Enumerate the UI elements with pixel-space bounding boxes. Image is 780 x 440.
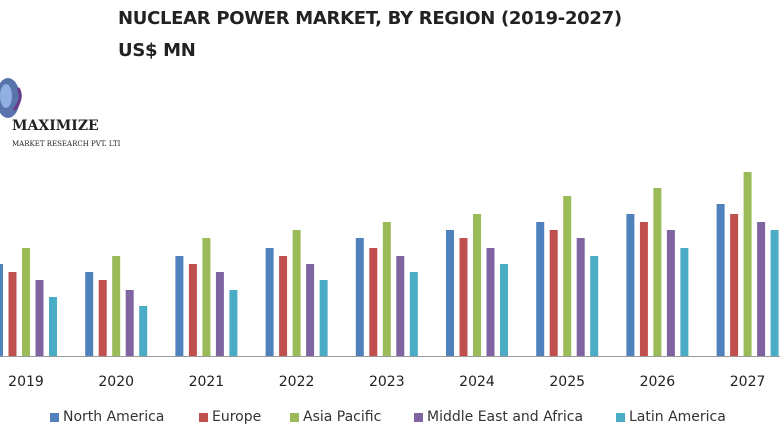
legend-item: North America xyxy=(50,409,164,425)
bar-asia-pacific-2027 xyxy=(743,172,752,356)
legend-item: Europe xyxy=(199,409,261,425)
bar-europe-2021 xyxy=(188,264,197,356)
chart-subtitle: US$ MN xyxy=(118,40,196,61)
bar-europe-2026 xyxy=(639,222,648,356)
bar-north-america-2026 xyxy=(626,214,635,356)
bar-latin-america-2021 xyxy=(229,290,238,356)
svg-text:MARKET RESEARCH PVT. LTD.: MARKET RESEARCH PVT. LTD. xyxy=(12,140,120,148)
legend-item: Asia Pacific xyxy=(290,409,381,425)
bar-europe-2019 xyxy=(8,272,17,356)
x-tick-label: 2024 xyxy=(459,374,495,390)
bar-asia-pacific-2019 xyxy=(22,248,30,356)
bar-europe-2023 xyxy=(369,248,378,356)
legend-label: Europe xyxy=(212,409,262,425)
x-tick-label: 2022 xyxy=(279,374,315,390)
bar-middle-east-and-africa-2019 xyxy=(35,280,44,356)
x-tick-label: 2021 xyxy=(189,374,225,390)
legend-swatch xyxy=(50,412,59,422)
maximize-logo: MAXIMIZE MARKET RESEARCH PVT. LTD. xyxy=(0,78,120,148)
bar-middle-east-and-africa-2027 xyxy=(757,222,766,356)
legend-label: North America xyxy=(63,409,165,425)
bar-europe-2022 xyxy=(279,256,288,356)
bar-asia-pacific-2024 xyxy=(473,214,481,356)
bar-asia-pacific-2026 xyxy=(653,188,662,356)
bar-north-america-2024 xyxy=(446,230,454,356)
bar-middle-east-and-africa-2026 xyxy=(666,230,675,356)
legend-label: Middle East and Africa xyxy=(427,409,584,425)
bar-latin-america-2025 xyxy=(590,256,599,356)
bar-north-america-2019 xyxy=(0,264,3,356)
legend-item: Latin America xyxy=(616,409,726,425)
bar-middle-east-and-africa-2022 xyxy=(306,264,315,356)
bar-latin-america-2027 xyxy=(770,230,779,356)
x-tick-label: 2027 xyxy=(730,374,766,390)
bar-latin-america-2026 xyxy=(680,248,689,356)
legend-swatch xyxy=(616,412,625,422)
bar-latin-america-2020 xyxy=(139,306,148,356)
bar-latin-america-2019 xyxy=(49,297,57,356)
bar-latin-america-2024 xyxy=(500,264,508,356)
bar-north-america-2022 xyxy=(265,248,274,356)
legend-swatch xyxy=(199,412,208,422)
legend-item: Middle East and Africa xyxy=(414,409,583,425)
bar-asia-pacific-2023 xyxy=(382,222,391,356)
bar-north-america-2027 xyxy=(716,204,725,356)
bar-chart: 2019 2020 2021 2022 2023 2024 2025 2026 2027 xyxy=(0,172,780,390)
bar-latin-america-2022 xyxy=(319,280,328,356)
legend-swatch xyxy=(414,412,423,422)
bar-europe-2020 xyxy=(98,280,107,356)
bar-asia-pacific-2020 xyxy=(112,256,121,356)
bar-europe-2027 xyxy=(730,214,739,356)
x-tick-label: 2025 xyxy=(549,374,585,390)
x-tick-label: 2019 xyxy=(8,374,44,390)
legend-swatch xyxy=(290,412,299,422)
bar-middle-east-and-africa-2025 xyxy=(576,238,585,356)
chart-title: NUCLEAR POWER MARKET, BY REGION (2019-20… xyxy=(118,8,622,29)
legend-label: Latin America xyxy=(629,409,726,425)
x-tick-label: 2023 xyxy=(369,374,405,390)
bar-asia-pacific-2025 xyxy=(563,196,572,356)
x-tick-label: 2020 xyxy=(98,374,134,390)
bar-latin-america-2023 xyxy=(409,272,418,356)
bar-europe-2025 xyxy=(549,230,558,356)
bar-europe-2024 xyxy=(459,238,468,356)
bar-north-america-2023 xyxy=(355,238,364,356)
svg-text:MAXIMIZE: MAXIMIZE xyxy=(12,118,99,134)
legend-label: Asia Pacific xyxy=(303,409,382,425)
bar-middle-east-and-africa-2024 xyxy=(486,248,495,356)
bar-north-america-2021 xyxy=(175,256,184,356)
x-tick-label: 2026 xyxy=(640,374,676,390)
bar-middle-east-and-africa-2023 xyxy=(396,256,405,356)
bar-asia-pacific-2021 xyxy=(202,238,211,356)
bar-asia-pacific-2022 xyxy=(292,230,301,356)
bar-north-america-2020 xyxy=(85,272,94,356)
bar-north-america-2025 xyxy=(536,222,545,356)
bar-middle-east-and-africa-2021 xyxy=(215,272,224,356)
bar-middle-east-and-africa-2020 xyxy=(125,290,134,356)
